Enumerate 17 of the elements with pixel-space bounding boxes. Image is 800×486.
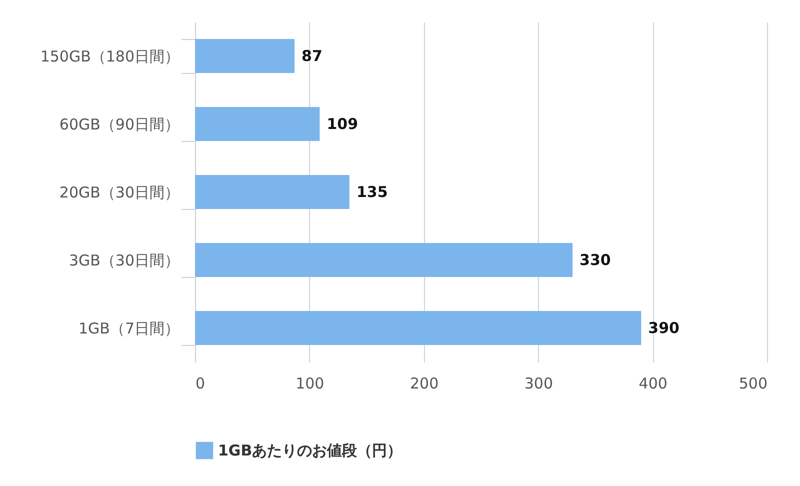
data-label: 330 [580,251,611,269]
y-tick-label: 3GB（30日間） [68,252,180,270]
x-tick-label: 400 [638,374,668,392]
x-tick-label: 0 [196,374,206,392]
y-tick-label: 150GB（180日間） [40,48,180,66]
x-tick-label: 200 [410,374,439,392]
data-label: 135 [356,183,388,201]
x-tick-label: 500 [738,374,768,392]
y-tick-label: 1GB（7日間） [78,320,180,338]
y-tick-label: 60GB（90日間） [59,116,180,134]
x-tick-label: 300 [524,374,554,392]
data-label: 87 [302,47,322,65]
legend-label: 1GBあたりのお値段（円） [218,442,402,460]
y-tick-label: 20GB（30日間） [59,184,180,202]
x-tick-label: 100 [296,374,324,392]
data-label: 109 [326,115,358,133]
data-label: 390 [648,319,680,337]
